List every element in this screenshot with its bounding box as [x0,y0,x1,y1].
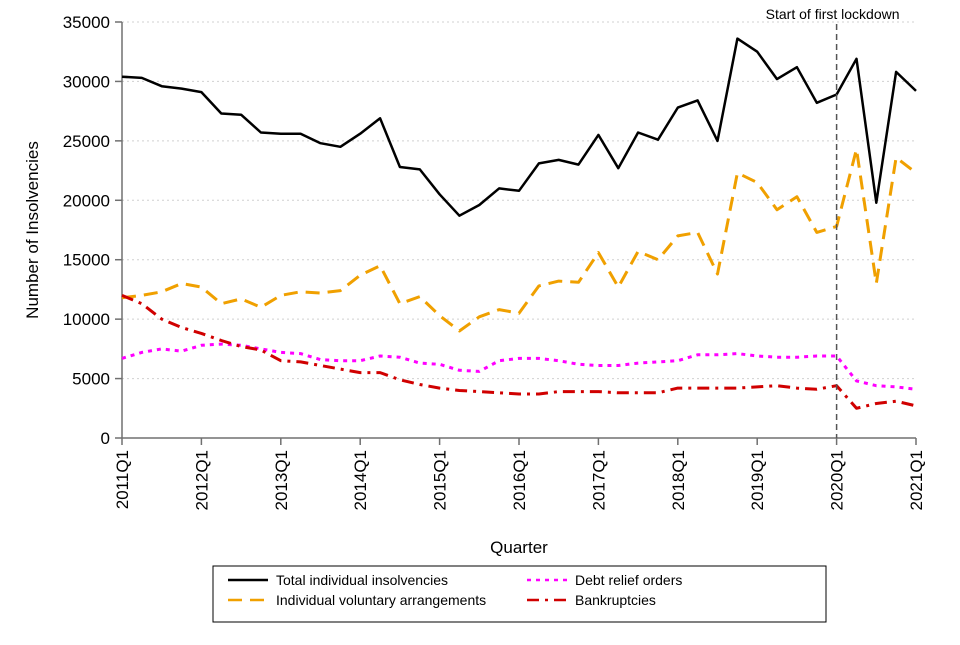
legend-label: Debt relief orders [575,572,682,588]
x-tick-label: 2016Q1 [510,450,529,511]
y-tick-label: 25000 [63,132,110,151]
x-axis-label: Quarter [490,538,548,557]
y-tick-label: 5000 [72,370,110,389]
x-tick-label: 2019Q1 [748,450,767,511]
legend-label: Bankruptcies [575,592,656,608]
y-tick-label: 35000 [63,13,110,32]
x-tick-label: 2021Q1 [907,450,926,511]
lockdown-annotation: Start of first lockdown [766,6,900,22]
y-tick-label: 15000 [63,251,110,270]
series-lines [121,37,917,410]
series-line-0 [121,37,917,217]
y-tick-label: 20000 [63,191,110,210]
legend-label: Individual voluntary arrangements [276,592,486,608]
series-line-3 [121,294,917,410]
x-tick-label: 2011Q1 [113,450,132,509]
series-line-2 [121,342,917,391]
x-tick-label: 2018Q1 [669,450,688,511]
y-tick-label: 10000 [63,310,110,329]
y-tick-label: 30000 [63,72,110,91]
x-axis-ticks: 2011Q1 2012Q1 2013Q1 2014Q1 2015Q1 2016Q1 2017… [113,438,926,511]
y-axis-ticks: 0 5000 10000 15000 20000 25000 30000 35000 [63,13,122,448]
x-tick-label: 2013Q1 [272,450,291,511]
legend-label: Total individual insolvencies [276,572,448,588]
gridlines [122,21,916,380]
y-tick-label: 0 [101,429,110,448]
x-tick-label: 2015Q1 [431,450,450,511]
x-tick-label: 2017Q1 [589,450,608,511]
series-line-1 [121,147,917,333]
legend: Total individual insolvencies Individual … [212,565,827,623]
x-tick-label: 2020Q1 [828,450,847,511]
x-tick-label: 2014Q1 [351,450,370,511]
x-tick-label: 2012Q1 [192,450,211,511]
y-axis-label: Number of Insolvencies [23,141,42,319]
